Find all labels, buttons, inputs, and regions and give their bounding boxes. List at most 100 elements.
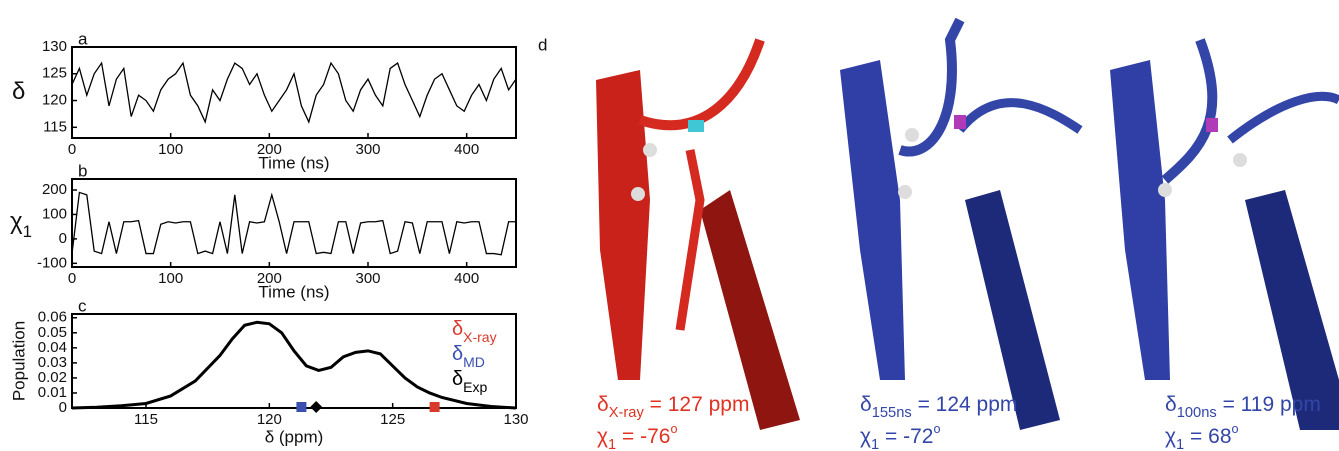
x-axis-label: δ (ppm) — [265, 427, 324, 446]
marker — [429, 402, 440, 412]
caption-shift-part: δ — [860, 393, 872, 416]
data-line — [71, 320, 517, 410]
y-tick-label: 0.05 — [38, 324, 67, 341]
y-tick-label: 0.04 — [38, 339, 67, 356]
y-tick-label: 120 — [42, 91, 67, 108]
data-line — [71, 61, 517, 124]
caption-chi-part: χ — [860, 425, 871, 448]
y-tick-label: -100 — [37, 254, 67, 271]
stick — [898, 17, 965, 157]
data-line — [71, 191, 516, 256]
x-axis-label: Time (ns) — [258, 153, 329, 172]
x-tick-label: 200 — [257, 270, 282, 287]
atom — [688, 120, 704, 132]
x-tick-label: 400 — [454, 141, 479, 158]
stick — [638, 38, 765, 131]
y-axis-label-part: 1 — [23, 222, 32, 241]
caption-chi-part: χ — [597, 425, 608, 448]
caption-chi-part: 1 — [608, 437, 616, 451]
caption-shift-part: 155ns — [872, 405, 912, 421]
atom — [898, 185, 912, 199]
y-axis-label: δ — [12, 78, 25, 105]
y-tick-label: 130 — [42, 38, 67, 55]
stick — [1227, 91, 1339, 144]
plot-frame — [71, 46, 517, 139]
x-tick-label: 100 — [158, 141, 183, 158]
x-tick-label: 115 — [134, 411, 158, 428]
structure-art — [596, 17, 1339, 430]
caption-chi: χ1 = 68o — [1165, 422, 1239, 451]
y-tick-label: 200 — [42, 181, 67, 198]
marker — [310, 401, 323, 413]
stick — [1161, 38, 1218, 184]
legend-entry-part: MD — [463, 354, 485, 370]
x-tick-label: 400 — [454, 270, 479, 287]
legend-entry-part: δ — [452, 318, 463, 340]
ribbon — [1245, 190, 1339, 430]
atom — [1233, 153, 1247, 167]
stick — [956, 98, 1083, 134]
atom — [1158, 183, 1172, 197]
ribbon — [965, 190, 1060, 430]
legend-entry: δX-ray — [452, 318, 497, 344]
caption-chi-part: 1 — [871, 437, 879, 451]
ribbon — [1110, 60, 1170, 380]
y-tick-label: 0.02 — [38, 369, 67, 386]
y-axis-label-part: χ — [10, 208, 23, 235]
y-tick-label: 100 — [42, 205, 67, 222]
ribbon — [700, 190, 800, 430]
legend-entry-part: X-ray — [463, 329, 496, 345]
caption-shift-part: = 119 ppm — [1217, 393, 1321, 416]
ribbon — [840, 60, 905, 380]
y-tick-label: 0.01 — [38, 384, 67, 401]
y-tick-label: 125 — [42, 65, 67, 82]
x-tick-label: 125 — [380, 411, 405, 428]
y-tick-label: 0 — [59, 399, 67, 416]
caption-shift: δ155ns = 124 ppm — [860, 393, 1017, 421]
x-tick-label: 100 — [158, 270, 183, 287]
atom — [631, 187, 645, 201]
atom — [643, 143, 657, 157]
caption-chi: χ1 = -76o — [597, 422, 678, 451]
caption-chi-part: χ — [1165, 425, 1176, 448]
stick — [675, 149, 705, 331]
y-axis-label: χ1 — [10, 208, 32, 241]
y-tick-label: 0 — [59, 230, 67, 247]
caption-shift-part: 100ns — [1177, 405, 1217, 421]
legend-entry: δMD — [452, 343, 485, 369]
caption-chi-part: = 68 — [1184, 425, 1231, 448]
marker — [296, 402, 307, 412]
legend-entry-part: δ — [452, 368, 463, 390]
x-tick-label: 120 — [257, 411, 282, 428]
caption-shift-part: = 127 ppm — [644, 393, 750, 416]
caption-chi-part: o — [1232, 422, 1239, 436]
caption-chi-part: = -76 — [616, 425, 670, 448]
panel-label: c — [78, 296, 87, 315]
x-tick-label: 300 — [355, 141, 380, 158]
legend-entry-part: δ — [452, 343, 463, 365]
x-tick-label: 130 — [503, 411, 528, 428]
y-tick-label: 115 — [43, 118, 67, 135]
caption-chi: χ1 = -72o — [860, 422, 941, 451]
caption-shift-part: X-ray — [609, 405, 645, 421]
legend-entry-part: Exp — [463, 379, 487, 395]
atom — [1206, 118, 1218, 132]
panel-label: b — [78, 161, 87, 180]
caption-shift-part: = 124 ppm — [912, 393, 1018, 416]
caption-shift: δ100ns = 119 ppm — [1165, 393, 1321, 421]
caption-chi-part: o — [934, 422, 941, 436]
caption-shift-part: δ — [597, 393, 609, 416]
x-tick-label: 0 — [68, 141, 76, 158]
x-tick-label: 300 — [355, 270, 380, 287]
x-axis-label: Time (ns) — [258, 282, 329, 301]
plot-frame — [71, 178, 517, 268]
y-axis-label: Population — [9, 321, 28, 401]
caption-chi-part: = -72 — [879, 425, 933, 448]
panel-label: d — [538, 35, 547, 54]
x-tick-label: 200 — [257, 141, 282, 158]
caption-shift-part: δ — [1165, 393, 1177, 416]
x-tick-label: 0 — [68, 270, 76, 287]
panel-label: a — [78, 29, 88, 48]
ribbon — [596, 70, 650, 380]
